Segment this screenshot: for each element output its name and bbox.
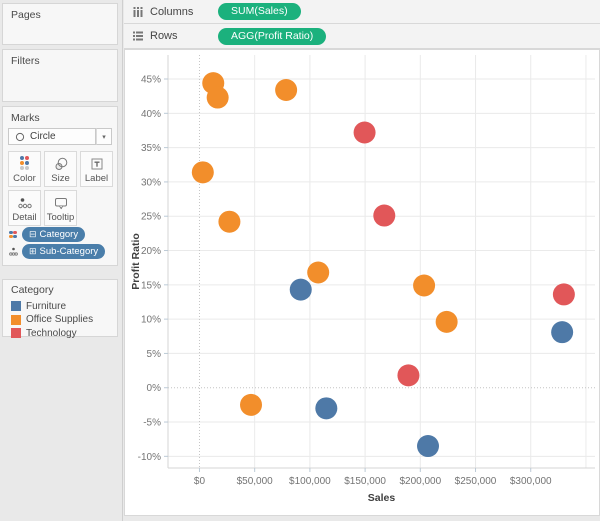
legend-item-label: Furniture (26, 300, 67, 312)
y-tick-label: 5% (147, 349, 162, 360)
rows-shelf-label: Rows (150, 30, 178, 42)
y-tick-label: 20% (141, 246, 161, 257)
x-tick-label: $300,000 (510, 476, 552, 487)
minus-box-icon: ⊟ (29, 229, 37, 239)
y-tick-label: 10% (141, 315, 161, 326)
color-button[interactable]: Color (8, 151, 41, 187)
mark-circle-furniture[interactable] (417, 435, 440, 458)
size-button-label: Size (51, 173, 70, 184)
mark-circle-furniture[interactable] (551, 321, 574, 344)
mark-circle-office-supplies[interactable] (206, 86, 229, 109)
rows-shelf[interactable]: Rows AGG(Profit Ratio) (124, 24, 600, 49)
legend-swatch (11, 301, 21, 312)
mark-circle-technology[interactable] (552, 283, 575, 306)
mark-type-dropdown[interactable]: Circle (8, 128, 96, 145)
columns-icon (132, 6, 144, 18)
scatter-plot-pane: 45% 40% 35% 30% 25% 20% 15% 10% 5% 0% -5% -10% $0 $50… (124, 49, 600, 516)
filters-shelf[interactable]: Filters (2, 49, 118, 102)
mark-circle-furniture[interactable] (289, 278, 312, 301)
pages-shelf[interactable]: Pages (2, 3, 118, 45)
legend-item-technology[interactable]: Technology (3, 326, 117, 340)
sidebar: Pages Filters Marks Circle ▾ (0, 0, 123, 521)
y-tick-label: 30% (141, 177, 161, 188)
marks-title: Marks (11, 112, 40, 124)
color-dots-icon (7, 230, 19, 239)
color-dots-icon (9, 152, 40, 173)
caret-down-icon: ▾ (102, 133, 106, 141)
y-tick-label: 15% (141, 280, 161, 291)
mark-circle-office-supplies[interactable] (275, 78, 298, 101)
mark-circle-technology[interactable] (397, 364, 420, 387)
legend-swatch (11, 314, 21, 325)
y-tick-label: 25% (141, 212, 161, 223)
y-tick-label: 40% (141, 109, 161, 120)
x-tick-label: $100,000 (289, 476, 331, 487)
marks-pill-sub-category[interactable]: ⊞ Sub-Category (22, 244, 106, 259)
mark-circle-technology[interactable] (373, 204, 396, 227)
text-label-icon (81, 152, 112, 173)
columns-pill-sum-sales[interactable]: SUM(Sales) (218, 3, 301, 20)
detail-button-label: Detail (12, 212, 37, 223)
mark-circle-office-supplies[interactable] (191, 161, 214, 184)
circle-mark-icon (15, 132, 25, 141)
columns-shelf[interactable]: Columns SUM(Sales) (124, 0, 600, 24)
legend-item-label: Technology (26, 327, 77, 339)
mark-circle-office-supplies[interactable] (218, 210, 241, 233)
rows-icon (132, 30, 144, 42)
marks-buttons: Color Size Label (8, 151, 120, 227)
y-tick-label: -5% (143, 418, 161, 429)
plus-box-icon: ⊞ (29, 246, 37, 256)
detail-dots-icon (9, 191, 40, 212)
mark-circle-office-supplies[interactable] (307, 261, 330, 284)
tooltip-bubble-icon (45, 191, 76, 212)
y-axis-title[interactable]: Profit Ratio (130, 233, 142, 290)
y-tick-label: 45% (141, 75, 161, 86)
x-tick-label: $50,000 (237, 476, 274, 487)
legend-swatch (11, 328, 21, 339)
mark-circle-office-supplies[interactable] (413, 274, 436, 297)
marks-card: Marks Circle ▾ Color (2, 106, 118, 266)
marks-pill-sub-category-label: Sub-Category (39, 246, 99, 257)
marks-pill-list: ⊟ Category ⊞ Sub-Category (7, 227, 121, 261)
mark-circle-office-supplies[interactable] (240, 393, 263, 416)
columns-shelf-label: Columns (150, 5, 194, 18)
mark-circle-office-supplies[interactable] (435, 310, 458, 333)
x-tick-label: $200,000 (399, 476, 441, 487)
legend-item-office-supplies[interactable]: Office Supplies (3, 313, 117, 327)
legend-item-label: Office Supplies (26, 314, 94, 326)
filters-title: Filters (11, 55, 40, 67)
y-tick-label: -10% (138, 452, 161, 463)
scatter-plot: 45% 40% 35% 30% 25% 20% 15% 10% 5% 0% -5% -10% $0 $50… (130, 55, 595, 504)
marks-pill-category-label: Category (39, 229, 79, 240)
legend-title: Category (11, 284, 54, 296)
label-button[interactable]: Label (80, 151, 113, 187)
mark-circle-furniture[interactable] (315, 397, 338, 420)
x-tick-label: $0 (194, 476, 206, 487)
color-button-label: Color (13, 173, 36, 184)
size-circles-icon (45, 152, 76, 173)
mark-type-value: Circle (30, 131, 56, 142)
tooltip-button-label: Tooltip (46, 212, 75, 223)
rows-pill-agg-profit-ratio[interactable]: AGG(Profit Ratio) (218, 27, 327, 45)
legend-item-furniture[interactable]: Furniture (3, 299, 117, 313)
tooltip-button[interactable]: Tooltip (44, 190, 77, 226)
mark-type-caret-button[interactable]: ▾ (96, 128, 112, 145)
pages-title: Pages (11, 9, 41, 21)
x-axis-title[interactable]: Sales (368, 492, 396, 504)
label-button-label: Label (84, 173, 109, 184)
detail-dots-icon (7, 246, 19, 257)
y-tick-label: 0% (147, 383, 162, 394)
category-color-legend: Category Furniture Office Supplies Techn… (2, 279, 118, 340)
x-tick-label: $250,000 (455, 476, 497, 487)
size-button[interactable]: Size (44, 151, 77, 187)
mark-circle-technology[interactable] (353, 121, 376, 144)
marks-pill-category[interactable]: ⊟ Category (22, 227, 86, 242)
y-tick-label: 35% (141, 143, 161, 154)
x-tick-label: $150,000 (344, 476, 386, 487)
detail-button[interactable]: Detail (8, 190, 41, 226)
